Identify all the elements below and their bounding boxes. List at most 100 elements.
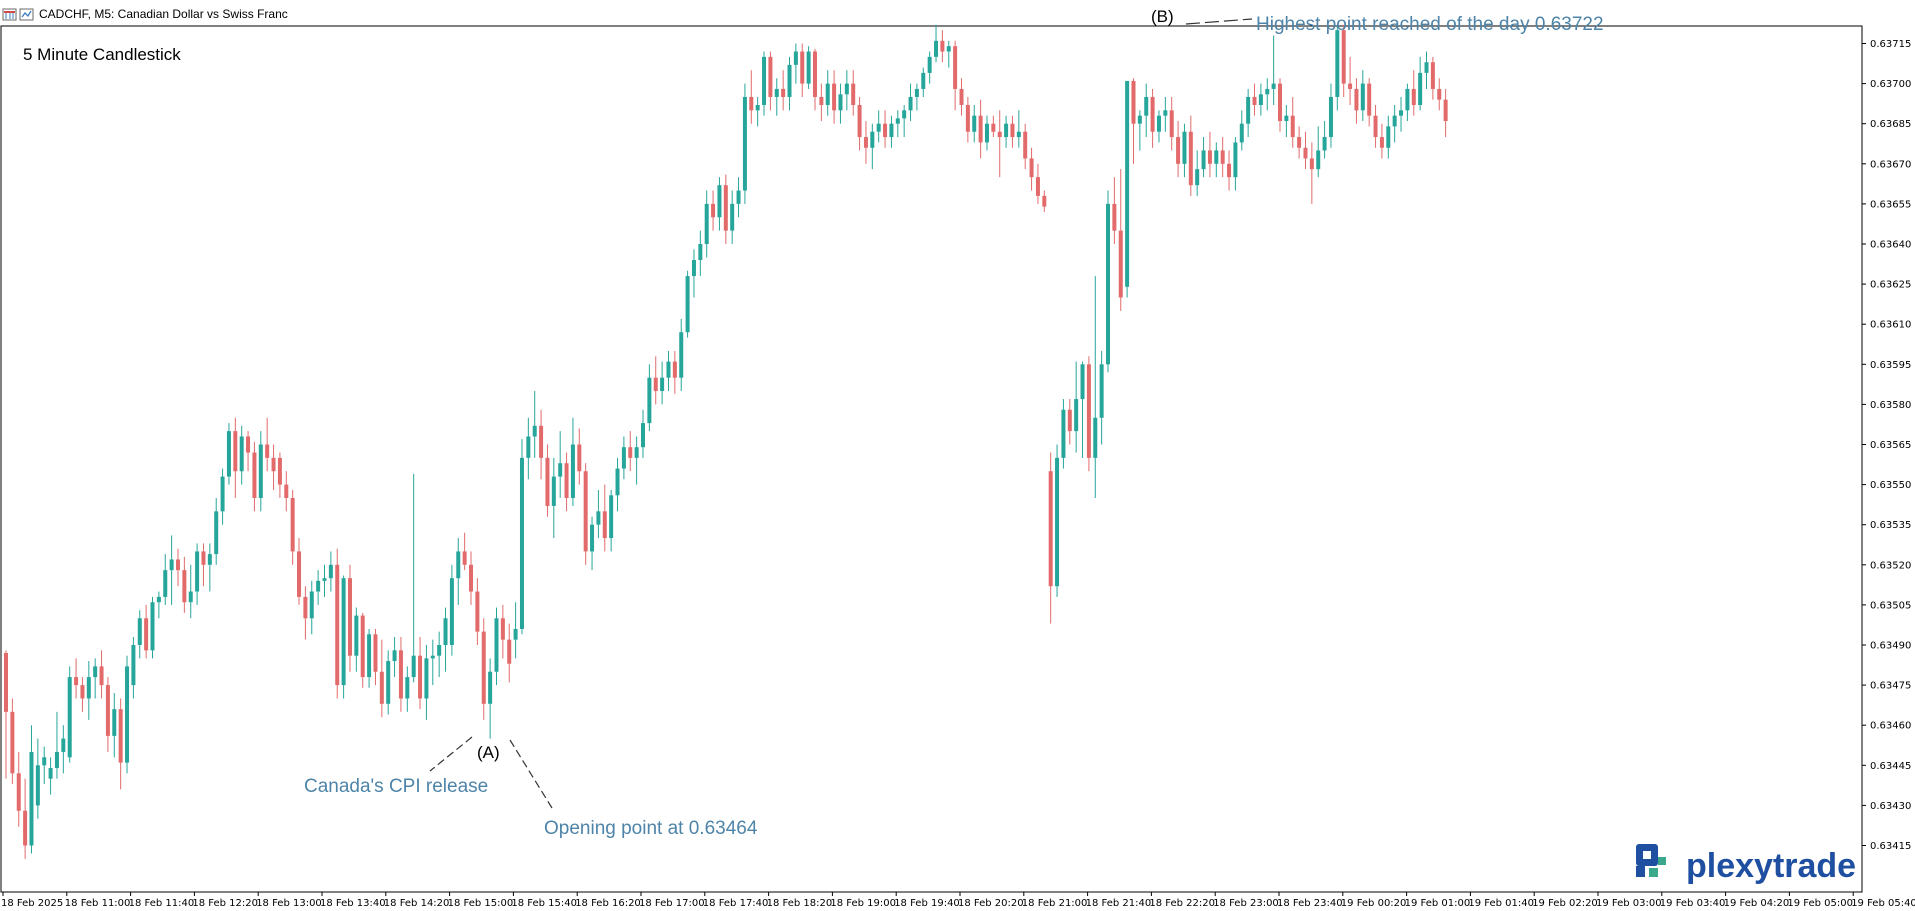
candle — [169, 535, 174, 605]
candle-body — [863, 137, 868, 148]
candle-body — [1182, 131, 1187, 164]
candle — [1093, 276, 1098, 498]
price-axis[interactable]: 0.63715 0.63700 0.63685 0.63670 0.63655 0.636… — [1862, 39, 1911, 852]
candle-body — [1023, 131, 1028, 159]
candle-body — [628, 447, 633, 458]
candle-body — [615, 468, 620, 496]
candle-body — [583, 471, 588, 552]
candle — [290, 489, 295, 565]
candle — [812, 48, 817, 111]
candle — [838, 83, 843, 124]
candle-body — [169, 559, 174, 571]
candle-body — [704, 203, 709, 244]
candle-body — [672, 361, 677, 378]
candle — [1386, 115, 1391, 159]
candle-body — [1424, 62, 1429, 73]
candle-body — [889, 123, 894, 138]
candle — [481, 618, 486, 720]
candle-body — [411, 655, 416, 678]
plot-frame — [0, 25, 1863, 893]
candle-body — [258, 444, 263, 498]
candle-body — [1418, 72, 1423, 105]
candle — [1341, 24, 1346, 97]
candle — [870, 123, 875, 170]
candle — [889, 115, 894, 148]
candle — [1163, 96, 1168, 132]
candle — [131, 636, 136, 699]
candle — [93, 658, 98, 699]
candle — [341, 575, 346, 699]
candle-body — [112, 709, 117, 736]
candle — [1156, 110, 1161, 143]
candle — [252, 441, 257, 512]
candle — [4, 650, 8, 779]
candle — [1118, 169, 1123, 311]
candle — [1035, 163, 1040, 204]
price-tick-label: 0.63655 — [1870, 199, 1911, 210]
candle — [570, 417, 575, 506]
candle-body — [93, 666, 98, 678]
candle — [418, 636, 423, 710]
candle — [1297, 126, 1302, 159]
candle — [851, 70, 856, 116]
candle — [1437, 78, 1442, 111]
candle-body — [462, 551, 467, 565]
candle-body — [1125, 80, 1130, 287]
candle — [787, 56, 792, 111]
candle — [10, 698, 15, 785]
candle — [1201, 137, 1206, 178]
candle — [1227, 150, 1232, 191]
candle-body — [1227, 163, 1232, 178]
candle — [539, 409, 544, 480]
time-tick-label: 18 Feb 23:00 — [1213, 898, 1279, 909]
candle — [519, 439, 524, 635]
candle — [284, 471, 289, 512]
time-tick-label: 18 Feb 23:40 — [1277, 898, 1343, 909]
candle — [691, 249, 696, 298]
candle — [1131, 78, 1136, 164]
candle — [23, 778, 28, 859]
candle-body — [959, 88, 964, 105]
time-tick-label: 19 Feb 05:00 — [1787, 898, 1853, 909]
candle-body — [819, 96, 824, 105]
candle-body — [233, 431, 238, 472]
candle — [297, 538, 302, 605]
candle-body — [398, 650, 403, 699]
candle-body — [322, 578, 327, 581]
candle-body — [137, 618, 142, 645]
candle-body — [558, 463, 563, 477]
candle — [997, 110, 1002, 178]
price-tick-label: 0.63550 — [1870, 480, 1911, 491]
candle — [175, 548, 180, 587]
candle-body — [1042, 195, 1047, 207]
candle-body — [418, 655, 423, 699]
candle-body — [1201, 150, 1206, 170]
candle — [1150, 88, 1155, 148]
candle-body — [551, 476, 556, 506]
time-tick-label: 19 Feb 05:40 — [1851, 898, 1915, 909]
time-tick-label: 19 Feb 03:00 — [1596, 898, 1662, 909]
candle-body — [660, 377, 665, 392]
candle — [1086, 356, 1091, 472]
candle — [736, 177, 741, 218]
candle-body — [519, 457, 524, 629]
candle-body — [921, 72, 926, 89]
candle — [940, 30, 945, 63]
candle-body — [290, 497, 295, 552]
candle — [965, 96, 970, 143]
time-tick-label: 18 Feb 11:00 — [65, 898, 131, 909]
price-tick-label: 0.63445 — [1870, 761, 1911, 772]
candle — [118, 698, 123, 790]
candle-body — [125, 666, 130, 763]
candle — [711, 190, 716, 231]
candle-body — [762, 56, 767, 105]
price-tick-label: 0.63595 — [1870, 360, 1911, 371]
candle-body — [10, 711, 15, 774]
candle — [609, 489, 614, 552]
candle — [373, 628, 378, 686]
candle — [449, 564, 454, 656]
candle-body — [876, 123, 881, 132]
candle-body — [4, 653, 8, 712]
